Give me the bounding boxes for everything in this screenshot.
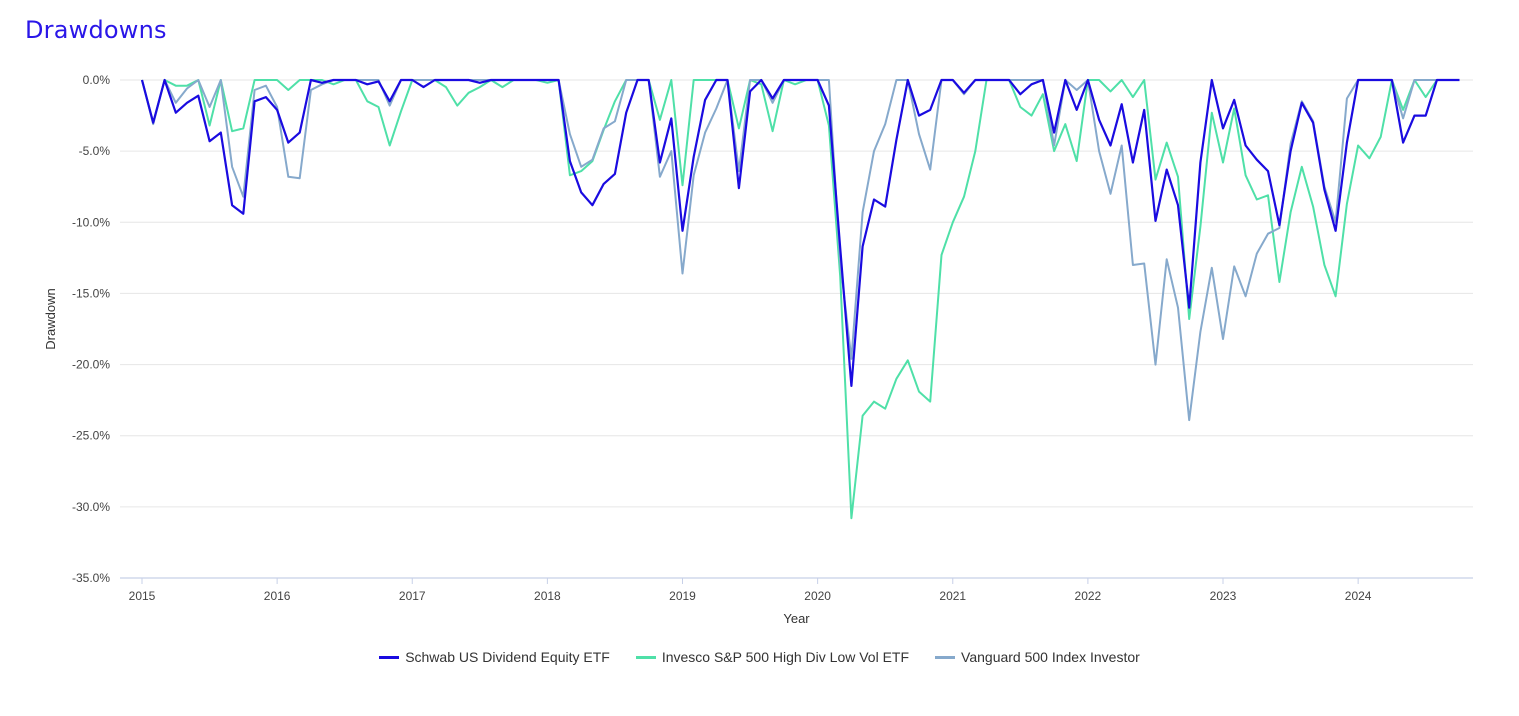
y-tick-label: -25.0% — [72, 429, 110, 443]
legend-label-invesco: Invesco S&P 500 High Div Low Vol ETF — [661, 649, 910, 665]
y-tick-label: -20.0% — [72, 358, 110, 372]
series-line-invesco-s-p-500-high-div-low-vol-etf[interactable] — [141, 79, 1460, 520]
grid-lines — [120, 79, 1473, 579]
x-tick-label: 2017 — [399, 589, 426, 603]
legend-swatch-vanguard — [935, 655, 956, 659]
series-line-schwab-us-dividend-equity-etf[interactable] — [140, 78, 1460, 387]
legend-swatch-schwab — [379, 655, 400, 659]
x-tick-label: 2023 — [1210, 589, 1237, 603]
series-lines[interactable] — [140, 78, 1460, 520]
legend-item-invesco[interactable]: Invesco S&P 500 High Div Low Vol ETF — [635, 649, 910, 665]
legend-label-vanguard: Vanguard 500 Index Investor — [961, 649, 1140, 665]
y-tick-label: -30.0% — [72, 500, 110, 514]
y-tick-label: -5.0% — [79, 144, 111, 158]
x-tick-label: 2015 — [129, 589, 156, 603]
x-tick-label: 2016 — [264, 589, 291, 603]
y-tick-label: -15.0% — [72, 286, 110, 300]
legend: Schwab US Dividend Equity ETF Invesco S&… — [0, 649, 1519, 665]
x-tick-label: 2021 — [939, 589, 966, 603]
legend-item-vanguard[interactable]: Vanguard 500 Index Investor — [935, 649, 1140, 665]
x-tick-label: 2018 — [534, 589, 561, 603]
y-tick-label: 0.0% — [83, 73, 111, 87]
legend-item-schwab[interactable]: Schwab US Dividend Equity ETF — [379, 649, 610, 665]
chart-title: Drawdowns — [25, 16, 167, 44]
y-tick-label: -35.0% — [72, 571, 110, 585]
x-tick-label: 2019 — [669, 589, 696, 603]
legend-swatch-invesco — [635, 655, 656, 659]
x-tick-label: 2020 — [804, 589, 831, 603]
x-tick-label: 2022 — [1075, 589, 1102, 603]
legend-label-schwab: Schwab US Dividend Equity ETF — [405, 649, 610, 665]
y-axis-title: Drawdown — [43, 288, 58, 349]
x-tick-label: 2024 — [1345, 589, 1372, 603]
x-axis-title: Year — [783, 611, 810, 626]
axes: 0.0% -5.0% -10.0% -15.0% -20.0% -25.0% -30.0% -… — [72, 73, 1473, 603]
y-tick-label: -10.0% — [72, 215, 110, 229]
series-line-vanguard-500-index-investor[interactable] — [141, 79, 1460, 422]
